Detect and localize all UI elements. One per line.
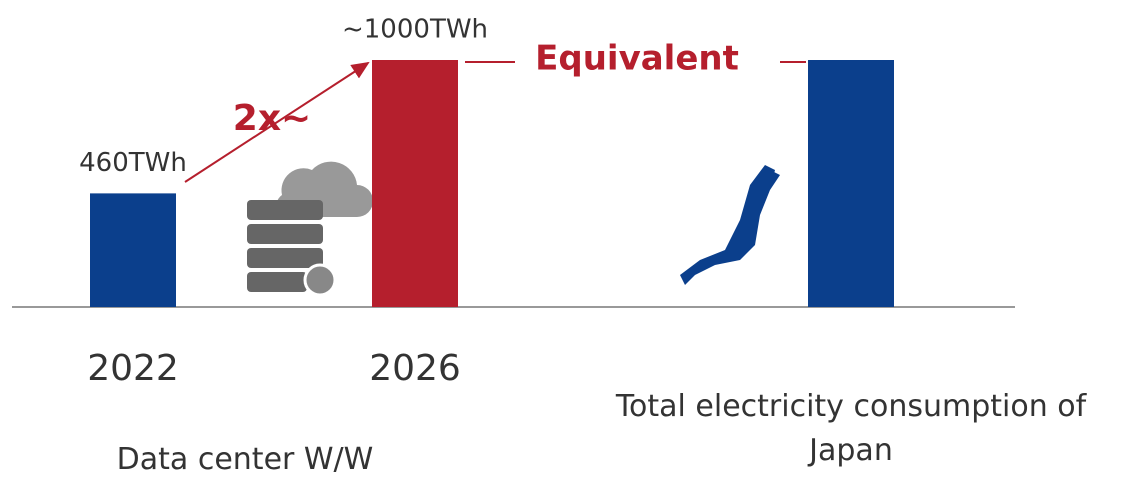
x-tick-label: 2026 [369, 348, 461, 389]
value-label: 460TWh [79, 148, 187, 178]
growth-label: 2x~ [233, 98, 311, 139]
group-label: Data center W/W [116, 442, 374, 477]
japan-map [680, 165, 780, 285]
x-tick-label: Total electricity consumption of Japan [615, 389, 1087, 468]
equivalent-label: Equivalent [535, 39, 739, 79]
bar [90, 193, 176, 307]
server-icon [247, 161, 373, 297]
bar [372, 60, 458, 307]
growth-arrow [184, 61, 370, 183]
x-tick-label: 2022 [87, 348, 179, 389]
bar [808, 60, 894, 307]
value-label: ~1000TWh [342, 15, 488, 45]
